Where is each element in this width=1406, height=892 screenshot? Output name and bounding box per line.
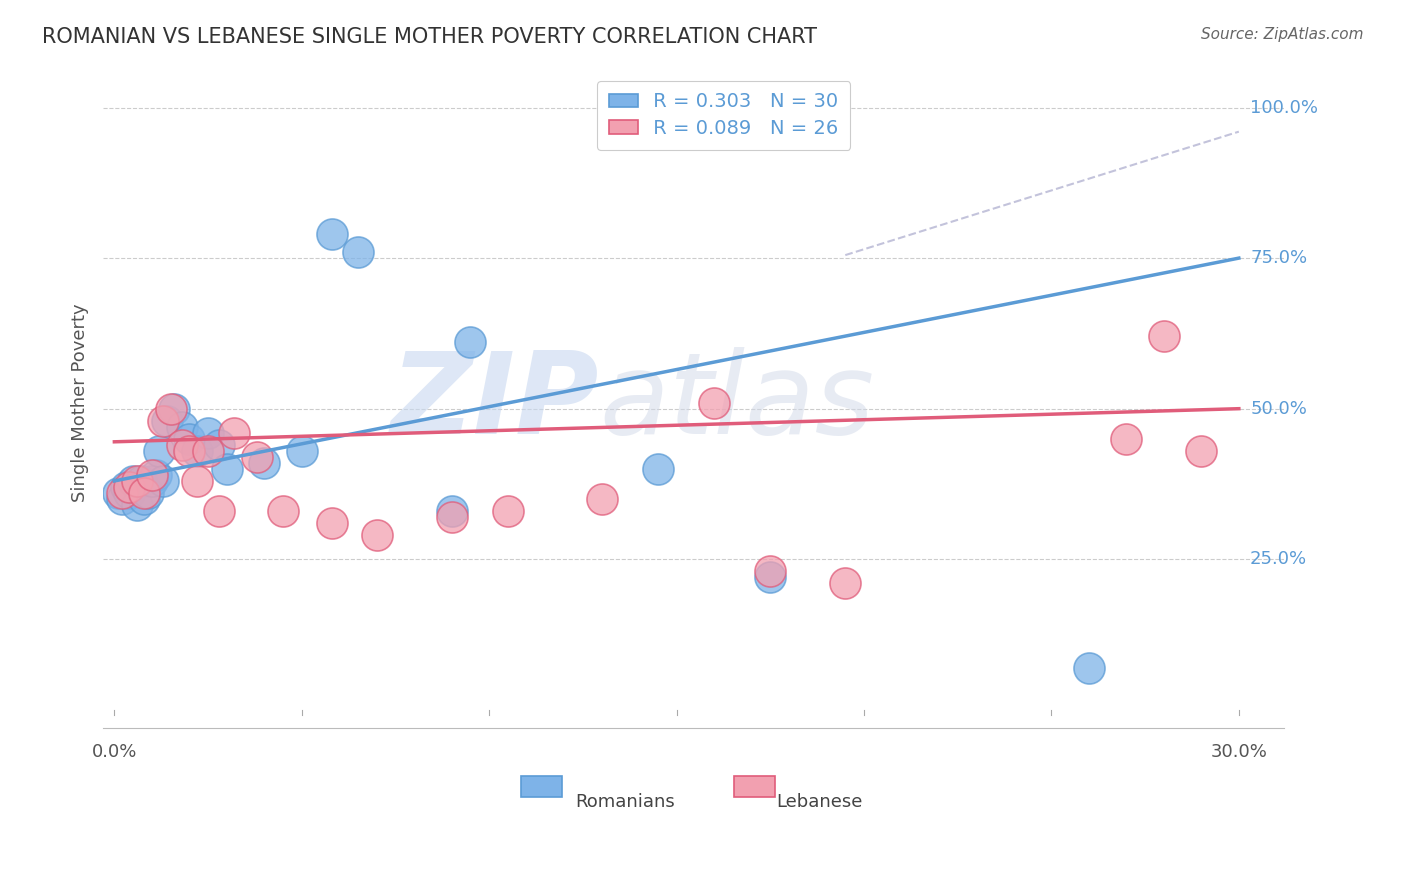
Point (759, 564, 782, 578)
Point (152, 414, 174, 428)
Point (129, 474, 152, 488)
Point (122, 474, 145, 488)
Point (834, 576, 856, 591)
Point (1189, 443, 1212, 458)
Point (321, 516, 343, 530)
Point (186, 443, 208, 458)
Point (156, 414, 179, 428)
Point (1115, 432, 1137, 446)
Point (496, 504, 519, 518)
Text: atlas: atlas (599, 347, 875, 458)
Point (291, 443, 314, 458)
Text: Romanians: Romanians (575, 793, 675, 811)
Point (321, 227, 343, 241)
Text: 0.0%: 0.0% (91, 743, 136, 761)
Point (246, 450, 269, 464)
Point (591, 491, 613, 506)
Point (647, 462, 669, 476)
Point (163, 401, 186, 416)
Point (125, 498, 148, 512)
Point (1153, 329, 1175, 343)
Point (197, 443, 219, 458)
Point (114, 480, 136, 494)
Point (179, 432, 201, 446)
Point (152, 474, 174, 488)
Y-axis label: Single Mother Poverty: Single Mother Poverty (72, 303, 89, 502)
FancyBboxPatch shape (734, 776, 775, 797)
Point (141, 474, 163, 488)
Point (159, 401, 181, 416)
Text: ROMANIAN VS LEBANESE SINGLE MOTHER POVERTY CORRELATION CHART: ROMANIAN VS LEBANESE SINGLE MOTHER POVER… (42, 27, 817, 46)
Point (440, 510, 463, 524)
Point (347, 245, 370, 260)
Point (460, 335, 482, 350)
Text: 30.0%: 30.0% (1211, 743, 1267, 761)
Point (179, 443, 201, 458)
FancyBboxPatch shape (522, 776, 562, 797)
Point (118, 486, 141, 500)
Point (170, 438, 193, 452)
Point (136, 486, 159, 500)
Text: 50.0%: 50.0% (1250, 400, 1308, 417)
Text: ZIP: ZIP (391, 347, 599, 458)
Point (1077, 660, 1099, 674)
Point (253, 456, 276, 470)
Point (111, 486, 134, 500)
Point (186, 474, 208, 488)
Text: Lebanese: Lebanese (776, 793, 862, 811)
Point (118, 480, 141, 494)
Text: 75.0%: 75.0% (1250, 249, 1308, 267)
Point (208, 504, 231, 518)
Point (170, 419, 193, 434)
Point (134, 486, 156, 500)
Point (366, 528, 388, 542)
Point (208, 438, 231, 452)
Point (440, 504, 463, 518)
Point (145, 467, 167, 482)
Point (703, 395, 725, 409)
Point (759, 570, 782, 584)
Point (271, 504, 294, 518)
Point (111, 491, 134, 506)
Point (107, 486, 129, 500)
Point (224, 425, 246, 440)
Point (125, 474, 148, 488)
Point (134, 491, 156, 506)
Point (215, 462, 238, 476)
Point (197, 425, 219, 440)
Text: 25.0%: 25.0% (1250, 550, 1308, 568)
Legend:  R = 0.303   N = 30,  R = 0.089   N = 26: R = 0.303 N = 30, R = 0.089 N = 26 (598, 80, 851, 150)
Point (148, 443, 170, 458)
Text: 100.0%: 100.0% (1250, 98, 1317, 117)
Text: Source: ZipAtlas.com: Source: ZipAtlas.com (1201, 27, 1364, 42)
Point (141, 467, 163, 482)
